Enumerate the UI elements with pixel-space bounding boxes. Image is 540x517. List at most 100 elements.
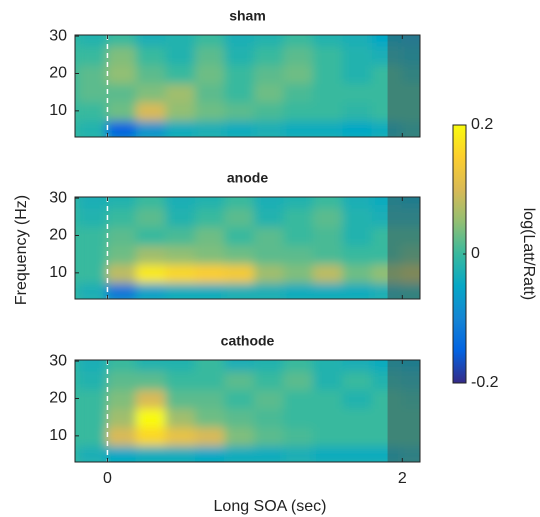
heatmap-cell — [224, 444, 256, 462]
heatmap-cell — [194, 44, 227, 66]
heatmap-cell — [342, 44, 374, 66]
heatmap-cell — [194, 63, 227, 84]
heatmap-cell — [371, 119, 404, 137]
heatmap-cell — [76, 100, 109, 122]
heatmap-cell — [224, 369, 256, 391]
heatmap-cell — [135, 243, 168, 265]
heatmap-cell — [253, 369, 286, 391]
heatmap-cell — [135, 225, 168, 246]
heatmap-cell — [76, 360, 109, 372]
plot-frame — [74, 196, 421, 300]
panel-title: anode — [227, 170, 268, 186]
heatmap-cell — [135, 206, 168, 228]
heatmap-cell — [106, 369, 138, 391]
heatmap-cell — [283, 197, 315, 209]
heatmap-cell — [342, 119, 374, 137]
shaded-region — [387, 360, 420, 462]
heatmap-cell — [401, 100, 420, 122]
heatmap-cell — [253, 225, 286, 246]
heatmap — [75, 197, 420, 299]
heatmap-cell — [106, 197, 138, 209]
heatmap-cell — [106, 225, 138, 246]
heatmap-cell — [165, 100, 197, 122]
heatmap-cell — [194, 243, 227, 265]
heatmap-cell — [76, 44, 109, 66]
heatmap-cell — [224, 100, 256, 122]
heatmap-cell — [253, 63, 286, 84]
heatmap-cell — [283, 369, 315, 391]
heatmap-cell — [224, 262, 256, 284]
heatmap-cell — [371, 81, 404, 103]
shaded-region — [387, 35, 420, 137]
heatmap-cell — [371, 406, 404, 428]
heatmap-cell — [194, 406, 227, 428]
heatmap-cell — [401, 119, 420, 137]
y-tick-label: 10 — [49, 264, 67, 281]
heatmap-cell — [312, 388, 345, 409]
heatmap-cell — [165, 281, 197, 299]
plot-frame — [74, 359, 421, 463]
heatmap-cell — [224, 388, 256, 409]
heatmap-cell — [194, 360, 227, 372]
heatmap-cell — [194, 119, 227, 137]
y-tick-label: 10 — [49, 102, 67, 119]
heatmap-cell — [312, 81, 345, 103]
heatmap-cell — [312, 262, 345, 284]
heatmap-cell — [135, 35, 168, 47]
heatmap-cell — [224, 44, 256, 66]
heatmap-cell — [106, 243, 138, 265]
y-tick-label: 30 — [49, 352, 67, 369]
heatmap-cell — [283, 225, 315, 246]
heatmap-cell — [371, 243, 404, 265]
heatmap-cell — [312, 425, 345, 447]
shaded-region — [387, 197, 420, 299]
heatmap-cell — [165, 206, 197, 228]
heatmap-cell — [371, 197, 404, 209]
heatmap-cell — [165, 369, 197, 391]
heatmap-cell — [106, 119, 138, 137]
heatmap-cell — [76, 369, 109, 391]
heatmap-cell — [253, 119, 286, 137]
heatmap-cell — [283, 206, 315, 228]
heatmap-cell — [224, 119, 256, 137]
heatmap-cell — [342, 425, 374, 447]
heatmap-cell — [371, 35, 404, 47]
heatmap-cell — [342, 100, 374, 122]
heatmap-cell — [401, 197, 420, 209]
heatmap-cell — [76, 262, 109, 284]
heatmap-cell — [135, 369, 168, 391]
heatmap-cell — [342, 388, 374, 409]
heatmap-cell — [135, 360, 168, 372]
heatmap-cell — [371, 369, 404, 391]
heatmap-cell — [342, 63, 374, 84]
heatmap-cell — [401, 44, 420, 66]
heatmap-cell — [283, 81, 315, 103]
heatmap-cell — [76, 119, 109, 137]
heatmap-cell — [194, 262, 227, 284]
y-axis-label: Frequency (Hz) — [13, 195, 30, 305]
heatmap-cell — [371, 206, 404, 228]
heatmap-cell — [283, 388, 315, 409]
heatmap-cell — [401, 243, 420, 265]
heatmap-cell — [106, 444, 138, 462]
heatmap-cell — [342, 35, 374, 47]
heatmap-cell — [76, 425, 109, 447]
y-tick-label: 30 — [49, 27, 67, 44]
heatmap-cell — [371, 281, 404, 299]
heatmap-cell — [253, 444, 286, 462]
heatmap-cell — [283, 100, 315, 122]
heatmap-cell — [165, 81, 197, 103]
heatmap-cells — [76, 197, 420, 299]
heatmap-cell — [194, 388, 227, 409]
heatmap-cell — [135, 281, 168, 299]
heatmap-cell — [106, 425, 138, 447]
heatmap-cell — [76, 197, 109, 209]
heatmap-cell — [224, 225, 256, 246]
heatmap-cell — [253, 35, 286, 47]
heatmap-cell — [194, 81, 227, 103]
y-tick-label: 20 — [49, 65, 67, 82]
heatmap-cell — [165, 425, 197, 447]
heatmap-cell — [106, 100, 138, 122]
heatmap-cell — [76, 406, 109, 428]
heatmap-cell — [312, 444, 345, 462]
